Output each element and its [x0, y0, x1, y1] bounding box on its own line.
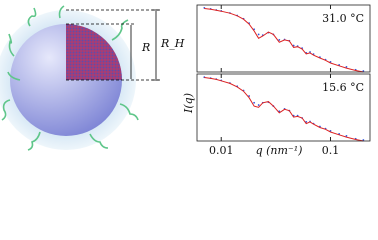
figure: R R_H 31.0 °C 0.01 0.1 15.6 °C q (nm⁻¹) I(q): [0, 4, 371, 157]
fit-line: [204, 8, 364, 73]
hydrodynamic-radius-label: R_H: [160, 37, 185, 50]
plot-frame: [196, 73, 371, 142]
sphere-illustration: R R_H: [0, 5, 185, 151]
radius-label: R: [141, 41, 150, 54]
x-tick-label: 0.1: [322, 144, 340, 157]
fit-line: [204, 77, 364, 142]
x-axis-label: q (nm⁻¹): [256, 144, 303, 157]
plot-frame: [196, 4, 371, 73]
data-point: [345, 134, 348, 137]
panel-label: 31.0 °C: [322, 12, 364, 25]
data-point: [257, 104, 260, 106]
data-point: [345, 65, 348, 68]
data-point: [253, 101, 256, 104]
data-point: [309, 51, 311, 53]
data-point: [278, 39, 281, 41]
x-tick-label: 0.01: [209, 144, 234, 157]
data-point: [257, 33, 260, 36]
panel-label: 15.6 °C: [322, 81, 364, 94]
y-axis-label: I(q): [182, 93, 195, 114]
